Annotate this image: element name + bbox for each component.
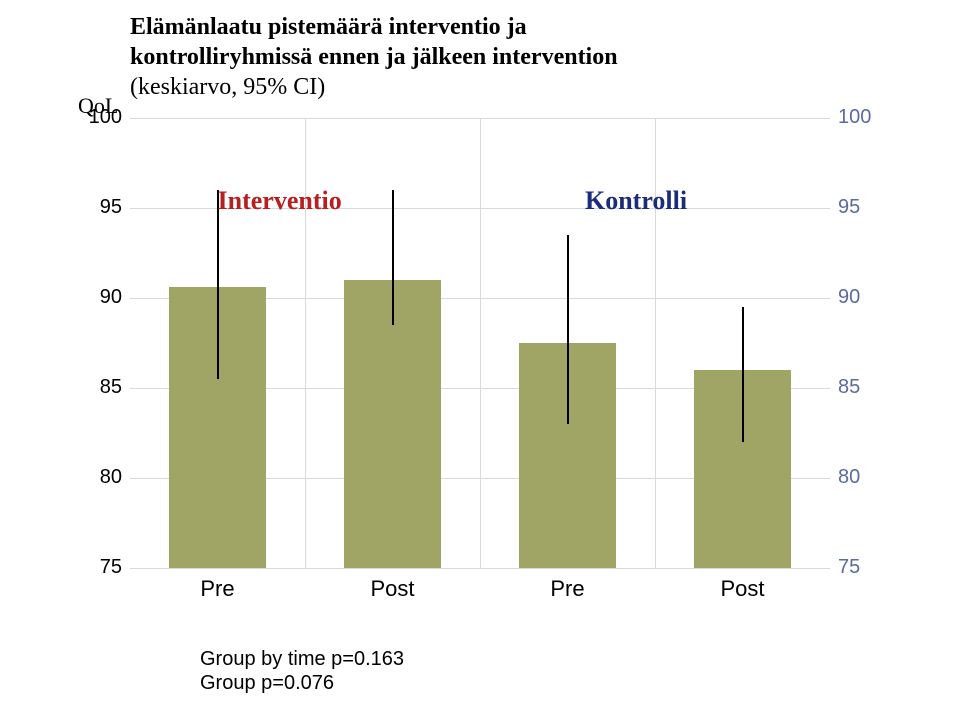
- ytick-right: 75: [838, 556, 888, 579]
- page: Elämänlaatu pistemäärä interventio ja ko…: [0, 0, 960, 720]
- ytick-left: 75: [72, 556, 122, 579]
- error-bar: [567, 235, 569, 424]
- category-label: Post: [703, 576, 783, 602]
- group-label-interventio: Interventio: [218, 186, 342, 216]
- grid-vline: [480, 118, 481, 568]
- ytick-right: 95: [838, 196, 888, 219]
- ytick-right: 80: [838, 466, 888, 489]
- title-line-3: (keskiarvo, 95% CI): [130, 72, 850, 102]
- group-label-kontrolli: Kontrolli: [585, 186, 687, 216]
- category-label: Pre: [528, 576, 608, 602]
- title-line-1: Elämänlaatu pistemäärä interventio ja: [130, 12, 850, 42]
- ytick-left: 100: [72, 106, 122, 129]
- grid-line: [130, 568, 830, 569]
- error-bar: [217, 190, 219, 379]
- ytick-left: 80: [72, 466, 122, 489]
- ytick-right: 85: [838, 376, 888, 399]
- chart-title: Elämänlaatu pistemäärä interventio ja ko…: [130, 12, 850, 102]
- ytick-left: 95: [72, 196, 122, 219]
- footer-line-2: Group p=0.076: [200, 672, 334, 695]
- ytick-right: 90: [838, 286, 888, 309]
- footer-line-1: Group by time p=0.163: [200, 648, 404, 671]
- chart-container: 10010095959090858580807575PrePostPrePost…: [70, 118, 890, 596]
- title-line-2: kontrolliryhmissä ennen ja jälkeen inter…: [130, 42, 850, 72]
- error-bar: [392, 190, 394, 325]
- plot-area: 10010095959090858580807575PrePostPrePost…: [130, 118, 830, 568]
- ytick-left: 90: [72, 286, 122, 309]
- category-label: Post: [353, 576, 433, 602]
- ytick-right: 100: [838, 106, 888, 129]
- ytick-left: 85: [72, 376, 122, 399]
- error-bar: [742, 307, 744, 442]
- category-label: Pre: [178, 576, 258, 602]
